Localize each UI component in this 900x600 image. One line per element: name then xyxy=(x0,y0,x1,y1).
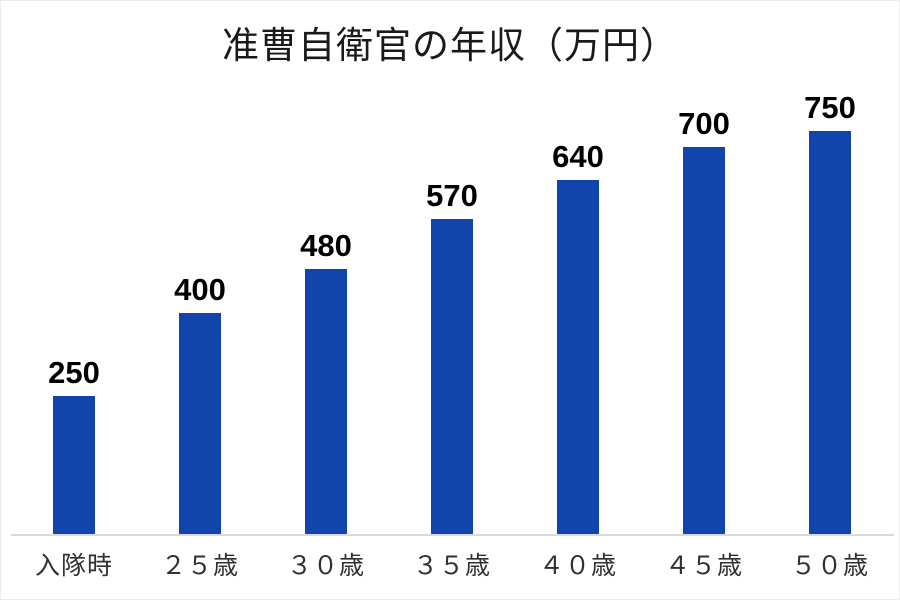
category-axis: 入隊時 ２５歳 ３０歳 ３５歳 ４０歳 ４５歳 ５０歳 xyxy=(11,546,893,582)
bar-value-label: 570 xyxy=(426,178,478,213)
bar xyxy=(809,131,851,534)
bar-column: 640 xyxy=(515,92,641,534)
bar-column: 400 xyxy=(137,92,263,534)
category-label: ５０歳 xyxy=(790,552,869,580)
bar-column: 480 xyxy=(263,92,389,534)
bar-column: 700 xyxy=(641,92,767,534)
category-label: 入隊時 xyxy=(34,552,113,580)
bar-value-label: 750 xyxy=(804,90,856,125)
category-label: ３５歳 xyxy=(412,552,491,580)
category-label: ４５歳 xyxy=(664,552,743,580)
category-label: ２５歳 xyxy=(160,552,239,580)
bar xyxy=(179,313,221,534)
bar xyxy=(683,147,725,534)
chart-title: 准曹自衛官の年収（万円） xyxy=(222,25,678,66)
bar-column: 750 xyxy=(767,92,893,534)
bar-value-label: 250 xyxy=(48,355,100,390)
bar xyxy=(305,269,347,534)
bar-value-label: 400 xyxy=(174,272,226,307)
bar xyxy=(557,180,599,534)
bar xyxy=(431,219,473,534)
bars-area: 250 400 480 570 640 700 750 xyxy=(11,92,893,534)
category-label: ４０歳 xyxy=(538,552,617,580)
bar-column: 250 xyxy=(11,92,137,534)
bar-value-label: 480 xyxy=(300,228,352,263)
category-label: ３０歳 xyxy=(286,552,365,580)
x-axis-line xyxy=(11,534,894,536)
bar-value-label: 640 xyxy=(552,139,604,174)
bar-column: 570 xyxy=(389,92,515,534)
bar xyxy=(53,396,95,534)
bar-value-label: 700 xyxy=(678,106,730,141)
